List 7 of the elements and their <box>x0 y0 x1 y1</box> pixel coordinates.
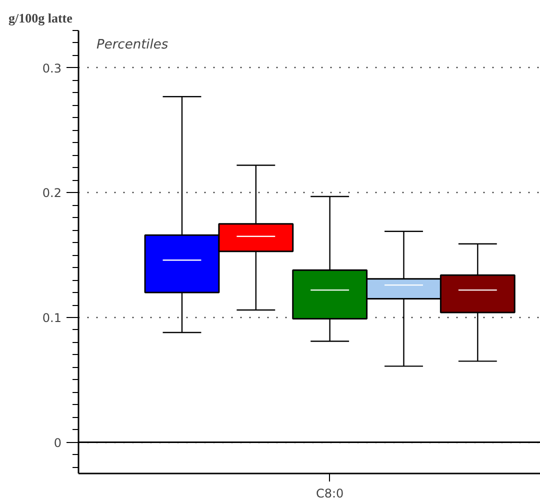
y-axis-title: g/100g latte <box>8 10 73 26</box>
x-tick-label: C8:0 <box>316 486 344 500</box>
y-tick-label: 0.2 <box>42 186 62 200</box>
y-tick-label: 0 <box>54 436 62 450</box>
y-tick-label: 0.3 <box>42 61 62 76</box>
annotation: Percentiles <box>96 38 168 52</box>
y-tick-label: 0.1 <box>42 311 62 326</box>
